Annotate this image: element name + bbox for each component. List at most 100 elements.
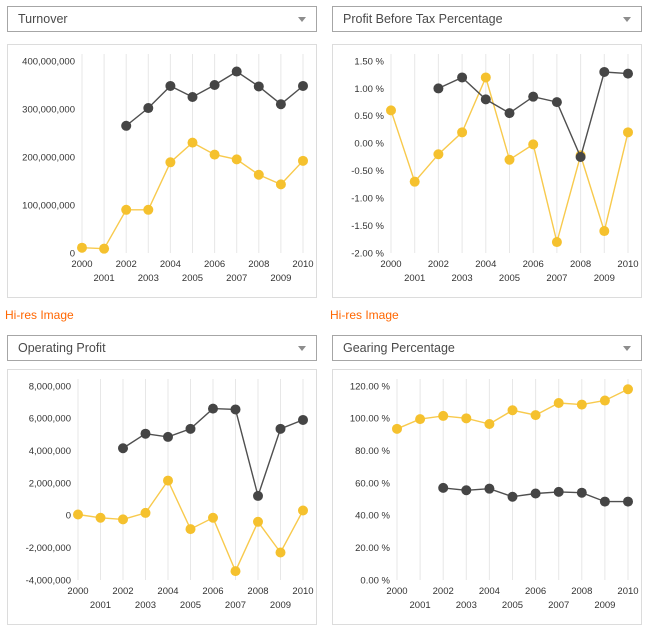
y-tick-label: 80.00 % [355,446,390,457]
series-yellow-point [599,226,610,237]
series-dark-point [480,94,491,105]
x-tick-label: 2001 [410,600,431,611]
series-dark-point [275,423,286,434]
x-tick-label: 2006 [204,259,225,270]
x-tick-label: 2001 [94,273,115,284]
series-dark-point [599,66,610,77]
series-dark-point [623,68,633,79]
x-tick-label: 2004 [157,586,178,597]
x-tick-label: 2005 [499,273,520,284]
y-tick-label: 2,000,000 [29,478,71,489]
series-dark-point [253,81,264,92]
x-tick-label: 2006 [202,586,223,597]
series-yellow-point [409,176,420,187]
hires-image-link[interactable]: Hi-res Image [5,308,74,322]
series-yellow-point [507,405,518,416]
series-yellow-point [599,395,610,406]
chevron-down-icon [623,345,631,351]
y-tick-label: 300,000,000 [22,104,75,115]
x-tick-label: 2007 [548,600,569,611]
x-tick-label: 2008 [248,259,269,270]
series-yellow-point [504,154,515,165]
x-tick-label: 2006 [523,259,544,270]
y-tick-label: -2,000,000 [26,543,71,554]
series-yellow-point [163,475,173,486]
series-dark-point [457,72,468,83]
series-dark-point [461,485,472,496]
series-dark-point [599,496,610,507]
x-tick-label: 2000 [386,586,407,597]
profit-before-tax-chart: 1.50 % 1.00 % 0.50 % 0.00 % -0.50 % -1.00 % -1… [333,45,641,302]
chevron-down-icon [623,16,631,22]
hires-image-link[interactable]: Hi-res Image [330,308,399,322]
turnover-chart: 400,000,000 300,000,000 200,000,000 100,000… [8,45,316,302]
series-yellow-point [623,384,633,395]
y-tick-label: 60.00 % [355,478,390,489]
y-tick-label: -2.00 % [351,248,384,259]
x-tick-label: 2007 [546,273,567,284]
chart-selector-turnover[interactable]: Turnover [7,6,317,32]
y-tick-label: 6,000,000 [29,414,71,425]
x-tick-label: 2008 [247,586,268,597]
chevron-down-icon [298,345,306,351]
series-dark-point [575,152,586,162]
x-tick-label: 2002 [428,259,449,270]
y-tick-label: 100,000,000 [22,200,75,211]
x-tick-label: 2005 [180,600,201,611]
y-tick-label: 40.00 % [355,511,390,522]
y-tick-label: 20.00 % [355,543,390,554]
series-dark-point [185,423,196,434]
series-dark-point [163,431,173,442]
x-tick-label: 2004 [160,259,181,270]
series-yellow-point [576,399,587,410]
series-yellow-point [386,105,396,116]
series-dark-point [530,488,541,499]
chart-selector-gearing[interactable]: Gearing Percentage [332,335,642,361]
x-tick-label: 2003 [452,273,473,284]
series-dark-point [551,97,562,108]
series-yellow-point [185,524,196,535]
x-tick-label: 2000 [67,586,88,597]
y-tick-label: 0.00 % [360,575,390,586]
operating-profit-chart: 8,000,000 6,000,000 4,000,000 2,000,000 0 -2,… [8,370,316,629]
chart-selector-profit-before-tax[interactable]: Profit Before Tax Percentage [332,6,642,32]
x-tick-label: 2010 [617,586,638,597]
y-tick-label: 8,000,000 [29,381,71,392]
dropdown-selected-value: Gearing Percentage [343,341,455,355]
x-tick-label: 2000 [71,259,92,270]
series-dark-point [623,496,633,507]
x-tick-label: 2009 [270,600,291,611]
x-tick-label: 2010 [617,259,638,270]
x-tick-label: 2003 [456,600,477,611]
series-dark-point [165,80,176,91]
series-dark-point [208,403,218,414]
series-yellow-point [209,149,220,160]
x-tick-label: 2002 [116,259,137,270]
series-yellow-point [438,410,449,421]
series-yellow-point [461,413,472,424]
gearing-chart: 120.00 % 100.00 % 80.00 % 60.00 % 40.00 % 20.… [333,370,641,629]
y-tick-label: 200,000,000 [22,152,75,163]
series-dark-point [576,487,587,498]
x-tick-label: 2002 [433,586,454,597]
series-dark-point [143,103,154,114]
series-dark-point [209,80,220,90]
x-tick-label: 2002 [112,586,133,597]
chart-selector-operating-profit[interactable]: Operating Profit [7,335,317,361]
y-tick-label: -1.50 % [351,221,384,232]
x-tick-label: 2009 [594,273,615,284]
x-tick-label: 2010 [292,586,313,597]
x-tick-label: 2001 [404,273,425,284]
series-dark-point [553,486,564,497]
series-dark-point [230,404,241,415]
dropdown-selected-value: Profit Before Tax Percentage [343,12,503,26]
chart-panel-gearing: 120.00 % 100.00 % 80.00 % 60.00 % 40.00 % 20.… [332,369,642,625]
y-tick-label: 0.50 % [354,111,384,122]
series-yellow-point [553,397,564,408]
chart-panel-operating-profit: 8,000,000 6,000,000 4,000,000 2,000,000 0 -2,… [7,369,317,625]
x-tick-label: 2009 [270,273,291,284]
series-dark-point [253,490,263,501]
series-yellow-point [95,512,106,523]
series-dark-point [231,66,242,77]
